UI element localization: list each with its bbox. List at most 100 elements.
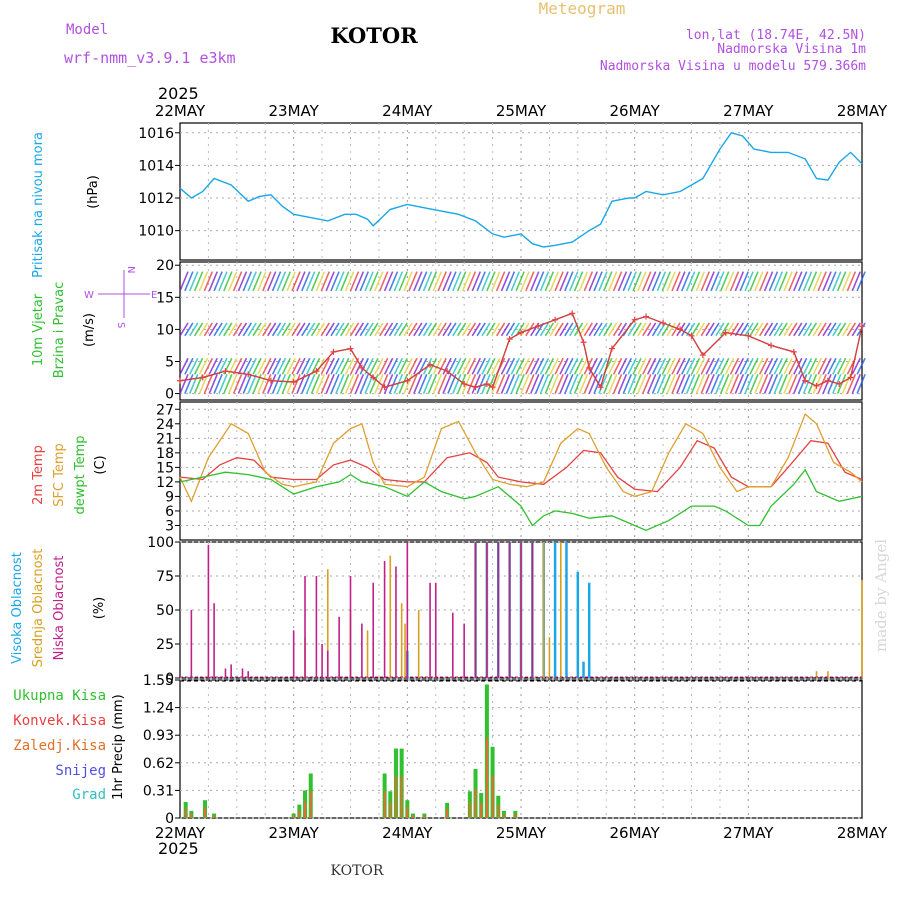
wind-barb [749, 357, 759, 375]
wind-barb [262, 271, 272, 292]
wind-barb [184, 357, 194, 375]
precip-strat-bar [406, 807, 409, 818]
precip-strat-bar [304, 801, 307, 818]
wind-barb [568, 374, 579, 394]
wind-barb [510, 271, 520, 292]
wind-speed-mark [586, 364, 593, 371]
wind-barb [301, 357, 311, 375]
wind-barb [310, 271, 321, 292]
wind-barb [296, 322, 306, 337]
wind-barb [403, 271, 413, 292]
wind-barb [198, 374, 209, 394]
wind-barb [408, 357, 418, 375]
wind-barb [642, 271, 652, 292]
wind-barb [783, 271, 793, 292]
wind-barb [452, 374, 462, 394]
wind-barb [383, 357, 394, 375]
wind-barb [559, 271, 569, 292]
wind-barb [783, 322, 793, 337]
wind-barb [447, 374, 457, 394]
wind-barb [773, 374, 784, 394]
wind-barb [242, 322, 253, 337]
wind-barb [481, 322, 491, 337]
wind-speed-mark [597, 384, 604, 391]
wind-barb [198, 357, 209, 375]
wind-barb [383, 271, 394, 292]
wind-barb [812, 374, 823, 394]
wind-barb [471, 357, 482, 375]
precip-ytick-label: 0.62 [143, 756, 174, 772]
wind-axis-title: 10m Vjetar Brzina i Pravac [31, 282, 67, 379]
wind-barb [505, 271, 516, 292]
wind-barb [291, 357, 301, 375]
wind-barb [193, 271, 204, 292]
wind-barb [486, 374, 496, 394]
wind-barb [184, 374, 194, 394]
wind-speed-mark [847, 374, 854, 381]
temperature-ytick-label: 18 [156, 446, 174, 462]
wind-barb [223, 271, 233, 292]
wind-barb [681, 357, 691, 375]
wind-barb [486, 357, 496, 375]
wind-barb [286, 271, 296, 292]
product-title: Meteogram [539, 0, 626, 18]
wind-barb [646, 271, 657, 292]
wind-barb [184, 322, 194, 337]
wind-barb [223, 322, 233, 337]
wind-barb [564, 357, 574, 375]
wind-barb [607, 271, 618, 292]
wind-barb [646, 322, 657, 337]
wind-barb [427, 322, 438, 337]
wind-barb [208, 357, 218, 375]
wind-barb [461, 357, 472, 375]
wind-barb [266, 271, 277, 292]
wind-barb [564, 271, 574, 292]
wind-barb [749, 271, 759, 292]
compass-e: E [151, 290, 157, 301]
altitude-label: Nadmorska Visina 1m [717, 42, 866, 57]
wind-barb [788, 357, 798, 375]
wind-barb [213, 357, 223, 375]
pressure-ytick-label: 1010 [138, 224, 174, 240]
wind-barb [505, 374, 516, 394]
wind-barb [729, 271, 740, 292]
wind-barb [549, 357, 559, 375]
wind-barb [827, 322, 837, 337]
wind-barb [213, 322, 223, 337]
wind-barb [617, 271, 628, 292]
wind-barb [642, 322, 652, 337]
wind-barb [617, 322, 628, 337]
wind-barb [705, 357, 715, 375]
wind-barb [836, 271, 847, 292]
wind-barb [807, 271, 818, 292]
wind-barb [291, 271, 301, 292]
wind-barb [564, 322, 574, 337]
model-altitude-label: Nadmorska Visina u modelu 579.366m [600, 59, 866, 74]
wind-barb [466, 357, 477, 375]
wind-barb [203, 322, 214, 337]
panels: 1010101210141016051015203691215182124270… [138, 122, 866, 827]
wind-barb [851, 322, 861, 337]
wind-barb [627, 374, 637, 394]
wind-barb [671, 322, 681, 337]
x-tick-label-top: 24MAY [382, 102, 433, 120]
wind-barb [437, 374, 447, 394]
wind-barb [491, 322, 501, 337]
temperature-ytick-label: 9 [165, 489, 174, 505]
wind-barb [807, 322, 818, 337]
wind-barb [593, 322, 603, 337]
wind-barb [676, 357, 686, 375]
wind-barb [822, 322, 832, 337]
wind-barb [379, 357, 389, 375]
wind-barb [461, 322, 472, 337]
wind-barb [530, 322, 540, 337]
wind-barb [802, 374, 813, 394]
wind-barb [427, 271, 438, 292]
wind-barb [851, 271, 861, 292]
wind-barb [286, 374, 296, 394]
wind-barb [184, 271, 194, 292]
wind-barb [476, 271, 486, 292]
wind-barb [398, 357, 408, 375]
wind-barb [856, 374, 866, 394]
precip-strat-bar [412, 815, 415, 818]
